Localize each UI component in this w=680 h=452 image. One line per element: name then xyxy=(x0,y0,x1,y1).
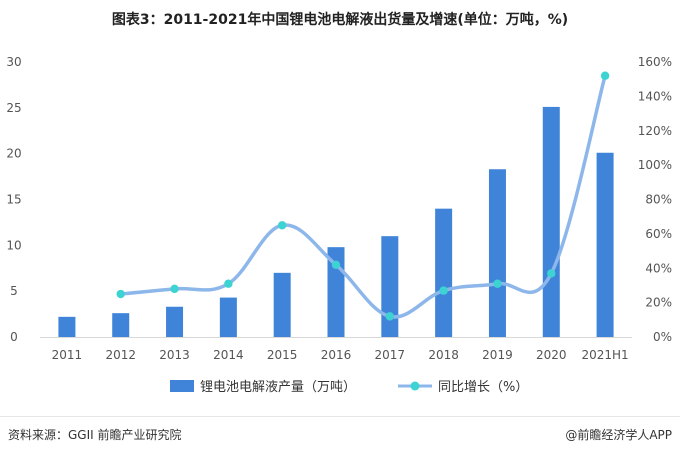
x-tick-label: 2015 xyxy=(267,348,298,362)
growth-line xyxy=(118,74,607,319)
y-right-tick-label: 20% xyxy=(645,296,672,310)
x-axis-ticks: 2011 2012 2013 2014 2015 2016 2017 2018 2019 2020… xyxy=(52,348,629,362)
y-right-tick-label: 40% xyxy=(645,261,672,275)
y-left-tick-label: 10 xyxy=(6,238,21,252)
y-right-tick-label: 0% xyxy=(653,330,672,344)
bar xyxy=(435,208,453,337)
bar xyxy=(58,316,76,337)
y-right-tick-label: 140% xyxy=(638,89,672,103)
y-right-tick-label: 100% xyxy=(638,158,672,172)
left-axis-ticks: 0 5 10 15 20 25 30 xyxy=(6,55,21,344)
legend-bar-swatch xyxy=(170,380,194,392)
x-tick-label: 2014 xyxy=(213,348,244,362)
growth-point xyxy=(439,286,448,295)
legend: 锂电池电解液产量（万吨） 同比增长（%） xyxy=(170,380,528,395)
legend-bar-label: 锂电池电解液产量（万吨） xyxy=(200,380,356,395)
x-tick-label: 2016 xyxy=(321,348,352,362)
growth-point xyxy=(116,289,125,299)
x-tick-label: 2011 xyxy=(52,348,83,362)
x-tick-label: 2018 xyxy=(428,348,459,362)
y-left-tick-label: 5 xyxy=(10,284,18,298)
growth-markers xyxy=(116,71,610,321)
x-tick-label: 2013 xyxy=(159,348,190,362)
bar xyxy=(112,313,130,337)
legend-line-label: 同比增长（%） xyxy=(438,380,528,395)
brand-note: @前瞻经济学人APP xyxy=(565,428,672,442)
growth-point xyxy=(385,312,395,321)
bar xyxy=(542,106,560,338)
bar xyxy=(596,152,614,337)
growth-point xyxy=(547,269,556,278)
footer-divider xyxy=(0,416,680,417)
x-tick-label: 2019 xyxy=(482,348,513,362)
y-left-tick-label: 25 xyxy=(6,101,21,115)
source-note: 资料来源：GGII 前瞻产业研究院 xyxy=(8,428,182,442)
bar xyxy=(488,169,506,337)
growth-point xyxy=(170,284,179,294)
y-right-tick-label: 160% xyxy=(638,55,672,69)
x-tick-label: 2020 xyxy=(536,348,567,362)
y-left-tick-label: 0 xyxy=(10,330,18,344)
x-tick-label: 2017 xyxy=(375,348,406,362)
chart-title: 图表3：2011-2021年中国锂电池电解液出货量及增速(单位：万吨，%) xyxy=(111,12,569,28)
growth-point xyxy=(331,260,341,270)
y-left-tick-label: 30 xyxy=(6,55,21,69)
bar xyxy=(219,297,237,337)
growth-point xyxy=(600,71,610,80)
x-tick-label: 2012 xyxy=(105,348,136,362)
bar-series xyxy=(58,106,614,338)
y-left-tick-label: 20 xyxy=(6,147,21,161)
growth-point xyxy=(277,221,287,230)
bar xyxy=(273,272,291,337)
y-left-tick-label: 15 xyxy=(6,193,21,207)
right-axis-ticks: 0% 20% 40% 60% 80% 100% 120% 140% 160% xyxy=(638,55,672,344)
y-right-tick-label: 60% xyxy=(645,227,672,241)
y-right-tick-label: 80% xyxy=(645,193,672,207)
bar xyxy=(166,306,184,337)
x-tick-label: 2021H1 xyxy=(581,348,628,362)
bar xyxy=(381,236,399,337)
y-right-tick-label: 120% xyxy=(638,124,672,138)
growth-point xyxy=(224,279,233,288)
legend-line-marker xyxy=(410,381,420,391)
growth-point xyxy=(493,279,502,288)
